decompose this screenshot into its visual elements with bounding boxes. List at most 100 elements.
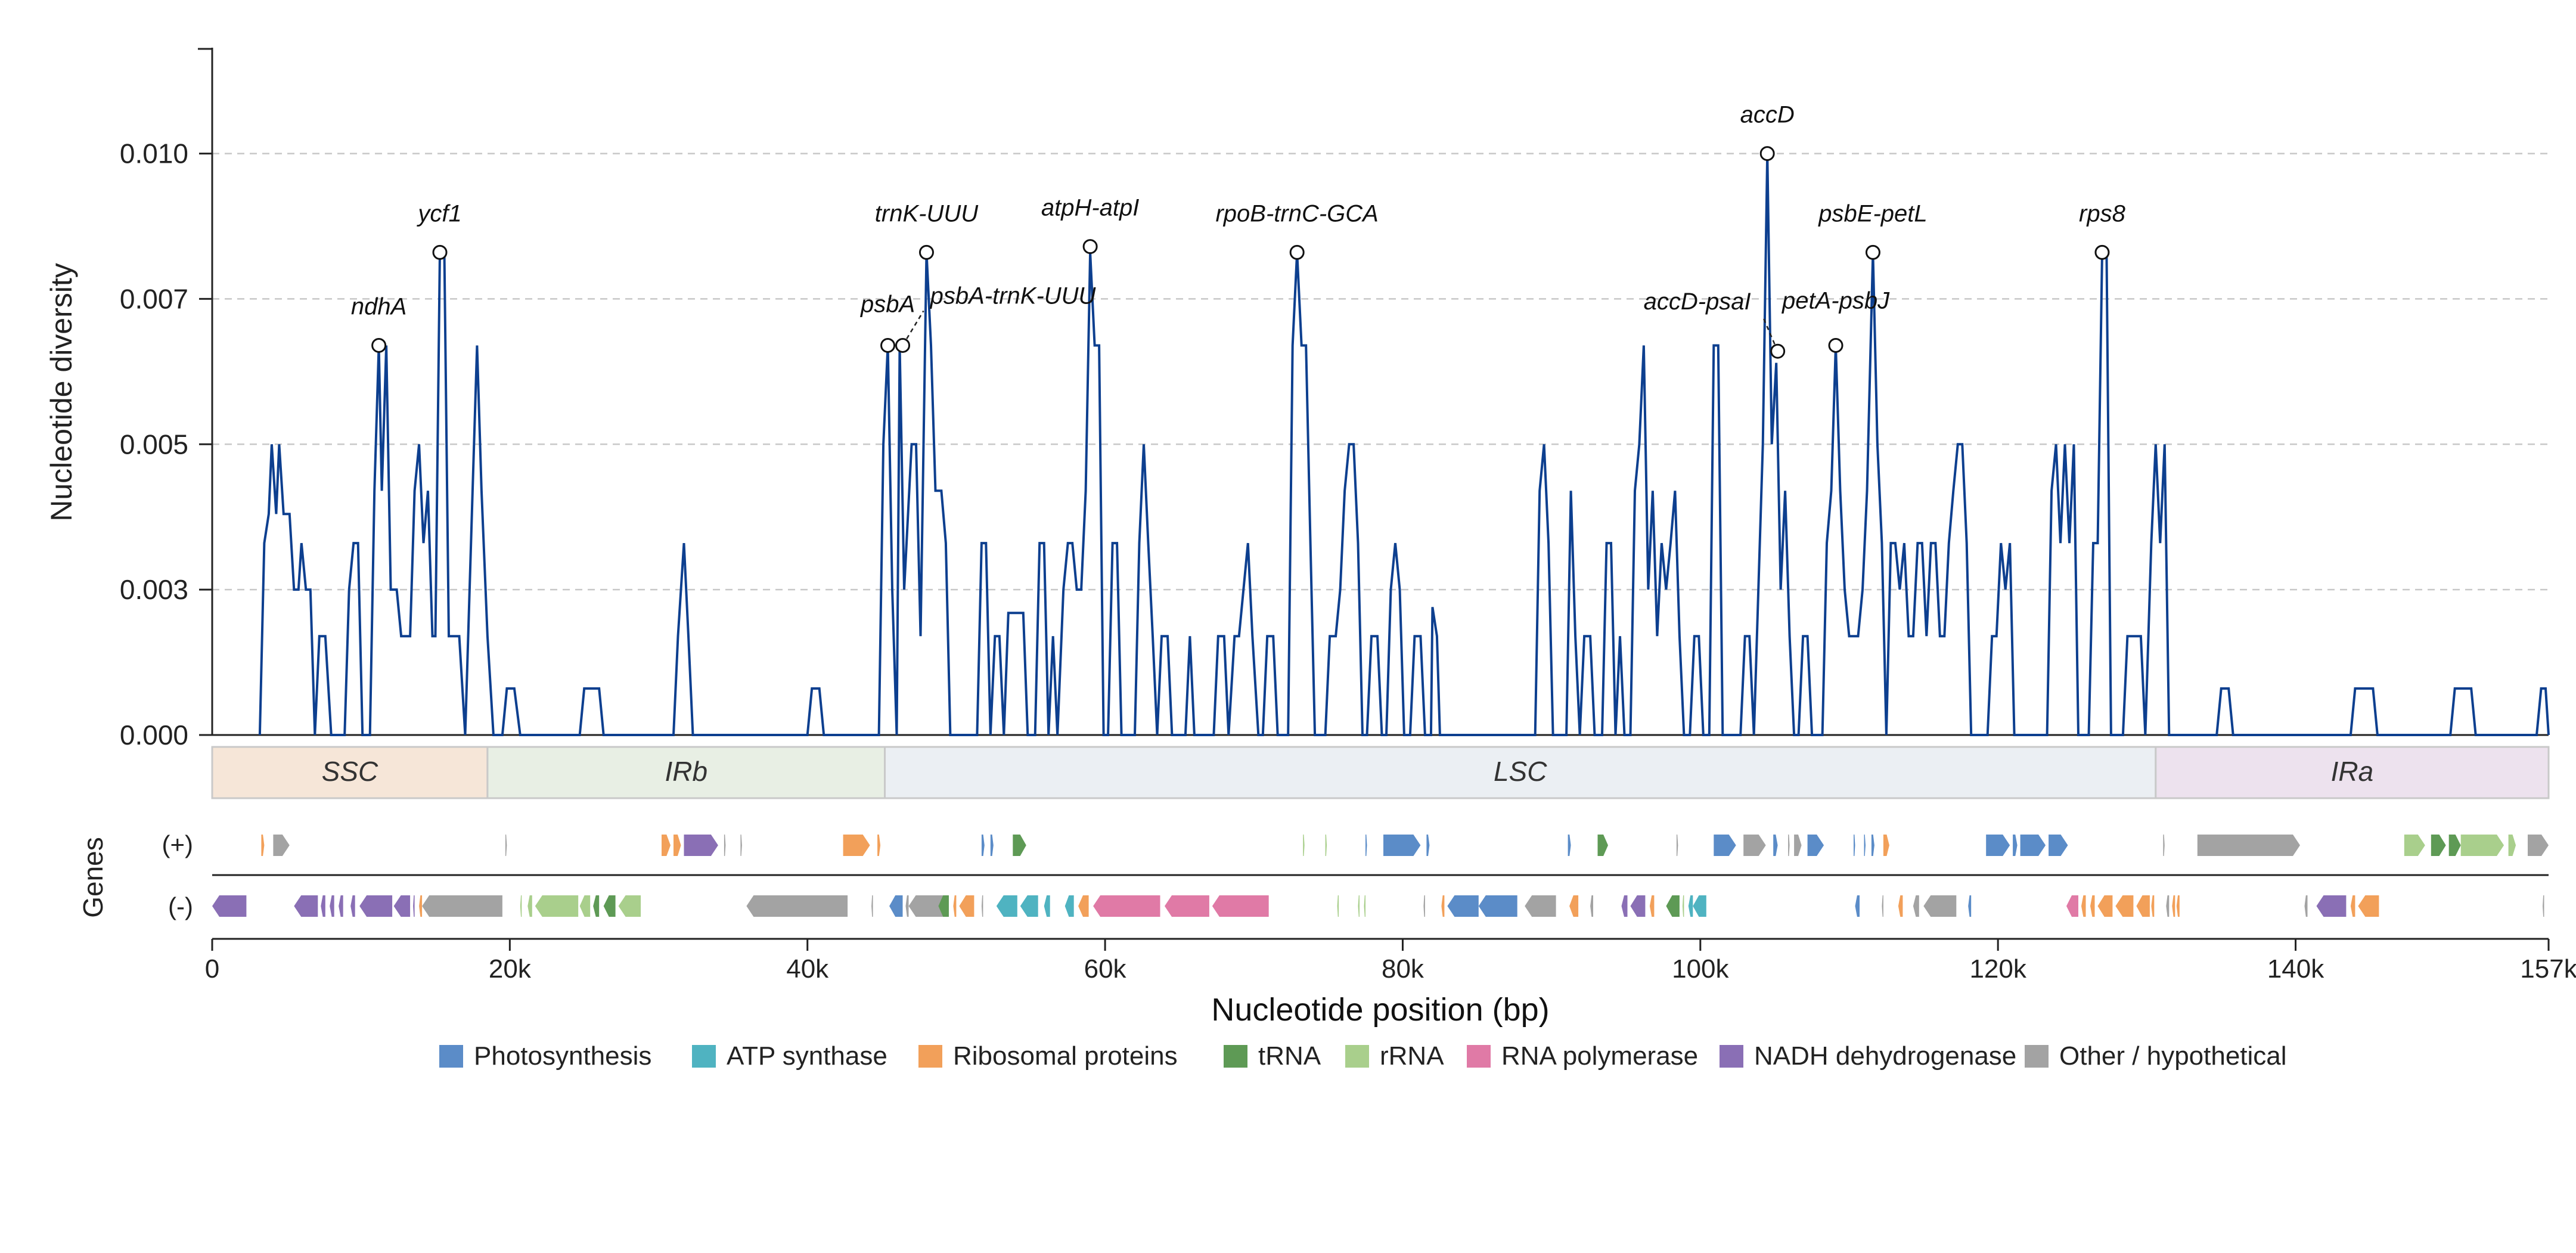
y-tick-label: 0.005	[120, 429, 188, 460]
gene-arrow	[1714, 835, 1736, 856]
legend-swatch	[1224, 1045, 1247, 1068]
gene-arrow	[1426, 835, 1430, 856]
x-tick-label: 157k	[2520, 954, 2576, 984]
gene-arrow	[2172, 895, 2175, 917]
x-tick-label: 140k	[2267, 954, 2324, 984]
gene-arrow	[593, 895, 600, 917]
gene-arrow	[2404, 835, 2425, 856]
gene-arrow	[2166, 895, 2170, 917]
gene-arrow	[1423, 895, 1425, 917]
gene-track	[212, 835, 2549, 917]
gene-arrow	[1864, 835, 1866, 856]
gene-arrow	[2163, 835, 2165, 856]
gene-arrow	[350, 895, 355, 917]
gene-arrow	[953, 895, 957, 917]
gene-arrow	[330, 895, 334, 917]
gene-arrow	[2460, 835, 2504, 856]
gene-arrow	[1013, 835, 1026, 856]
gene-arrow	[2358, 895, 2379, 917]
gene-arrow	[603, 895, 616, 917]
peak-marker	[432, 244, 448, 260]
gene-arrow	[1968, 895, 1972, 917]
gene-arrow	[2508, 835, 2516, 856]
gene-arrow	[871, 895, 873, 917]
gene-arrow	[1630, 895, 1646, 917]
gene-arrow	[1773, 835, 1778, 856]
gene-arrow	[1807, 835, 1824, 856]
gene-arrow	[674, 835, 681, 856]
legend-label: Other / hypothetical	[2059, 1041, 2287, 1071]
peak-label: petA-psbJ	[1782, 287, 1890, 314]
gene-arrow	[1913, 895, 1919, 917]
region-block	[884, 746, 2157, 799]
gene-arrow	[889, 895, 903, 917]
gene-arrow	[1358, 895, 1360, 917]
legend-swatch	[692, 1045, 716, 1068]
gene-arrow	[1923, 895, 1957, 917]
peak-label: ndhA	[351, 293, 406, 320]
gene-arrow	[294, 895, 318, 917]
peak-marker	[2094, 244, 2110, 260]
gene-arrow	[2020, 835, 2046, 856]
gene-arrow	[2151, 895, 2155, 917]
gene-arrow	[339, 895, 343, 917]
x-tick-label: 120k	[1969, 954, 2026, 984]
gene-arrow	[684, 835, 718, 856]
gene-arrow	[1212, 895, 1269, 917]
region-label: IRa	[2331, 756, 2374, 787]
legend-label: rRNA	[1380, 1041, 1444, 1071]
gene-arrow	[618, 895, 641, 917]
legend-swatch	[439, 1045, 463, 1068]
gene-arrow	[527, 895, 532, 917]
gene-arrow	[1688, 895, 1693, 917]
legend-label: Ribosomal proteins	[953, 1041, 1178, 1071]
peak-marker	[1770, 343, 1786, 359]
legend-swatch	[1345, 1045, 1369, 1068]
gene-arrow	[1303, 835, 1305, 856]
peak-label: psbA-trnK-UUU	[930, 283, 1097, 309]
gene-arrow	[261, 835, 265, 856]
gene-arrow	[419, 895, 423, 917]
gene-arrow	[1064, 895, 1074, 917]
peak-label: accD-psaI	[1644, 289, 1751, 315]
gene-arrow	[1597, 835, 1608, 856]
gene-arrow	[520, 895, 522, 917]
gene-arrow	[990, 835, 994, 856]
legend-swatch	[2025, 1045, 2049, 1068]
x-tick-label: 40k	[786, 954, 829, 984]
gene-arrow	[981, 895, 983, 917]
gene-arrow	[393, 895, 411, 917]
peak-label: ycf1	[416, 200, 461, 227]
legend-label: Photosynthesis	[474, 1041, 651, 1071]
grid-lines	[212, 153, 2549, 591]
gene-arrow	[1044, 895, 1050, 917]
peak-label: rps8	[2079, 200, 2126, 227]
gene-arrow	[359, 895, 393, 917]
annotation-leader	[1762, 316, 1779, 352]
peak-label: psbE-petL	[1818, 200, 1927, 227]
genes-track-label: Genes	[77, 837, 108, 918]
gene-arrow	[959, 895, 974, 917]
gene-arrow	[535, 895, 579, 917]
peak-marker	[880, 337, 896, 353]
gene-arrow	[505, 835, 507, 856]
gene-arrow	[2528, 835, 2549, 856]
legend: Photosynthesis ATP synthase Ribosomal prot…	[439, 1041, 2287, 1071]
peak-marker	[371, 337, 387, 353]
region-label: IRb	[665, 756, 707, 787]
peak-label: atpH-atpI	[1041, 195, 1140, 221]
gene-arrow	[212, 895, 247, 917]
region-label: SSC	[322, 756, 378, 787]
axes	[198, 48, 2549, 736]
gene-arrow	[422, 895, 502, 917]
gene-arrow	[2097, 895, 2113, 917]
gene-arrow	[1855, 895, 1860, 917]
region-label: LSC	[1494, 756, 1547, 787]
gene-arrow	[1337, 895, 1339, 917]
gene-arrow	[1325, 835, 1327, 856]
peak-label: rpoB-trnC-GCA	[1215, 200, 1378, 227]
gene-arrow	[321, 895, 325, 917]
peak-label: accD	[1740, 102, 1795, 128]
gene-arrow	[2543, 895, 2544, 917]
gene-arrow	[1478, 895, 1517, 917]
